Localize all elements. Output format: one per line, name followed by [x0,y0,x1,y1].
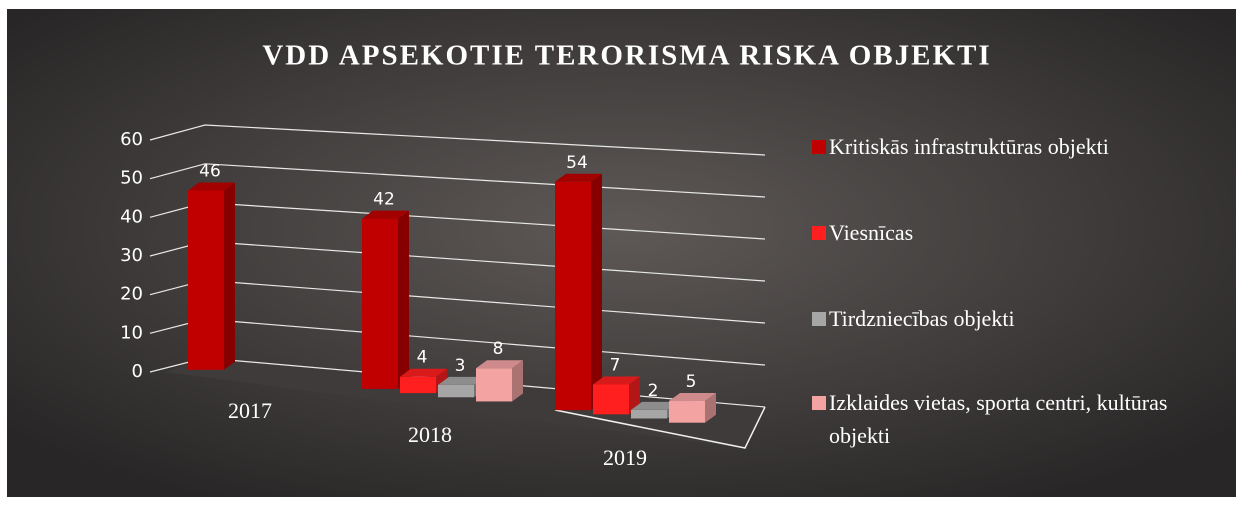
bar-side [591,173,602,411]
legend-item: Kritiskās infrastruktūras objekti [812,130,1119,163]
floor [165,358,765,448]
bar-side [398,210,409,389]
data-label: 46 [199,161,221,181]
bar [438,384,474,398]
bar-top [631,401,678,410]
legend-item: Tirdzniecības objekti [812,302,1189,335]
y-tick-label: 0 [132,361,143,382]
data-label: 3 [455,356,466,376]
bar-top [188,182,235,191]
y-tick-label: 50 [120,168,143,189]
y-tick-label: 40 [120,206,143,227]
bar-top [362,210,409,219]
legend-label: Kritiskās infrastruktūras objekti [829,134,1109,159]
grid-line [149,124,766,156]
bar [362,218,398,389]
legend-label: Izklaides vietas, sporta centri, kultūra… [829,390,1168,448]
bar [631,409,667,419]
y-tick-label: 60 [120,129,143,150]
bar-side [705,393,716,423]
data-label: 4 [417,348,428,368]
bar-top [476,360,523,369]
y-tick-label: 20 [120,284,143,305]
y-tick-label: 30 [120,245,143,266]
bar [400,376,436,394]
legend-swatch [812,312,826,326]
legend-item: Viesnīcas [812,216,1189,249]
bar [188,190,224,370]
data-label: 8 [493,339,504,359]
y-tick-label: 10 [120,322,143,343]
bar-side [629,376,640,415]
bar [476,368,512,402]
chart-title: VDD APSEKOTIE TERORISMA RISKA OBJEKTI [262,40,991,72]
bar-top [400,368,447,377]
data-label: 5 [686,372,697,392]
bar-side [512,360,523,402]
bar-side [224,182,235,370]
data-label: 2 [648,381,659,401]
legend-swatch [812,396,826,410]
bar-top [555,173,602,182]
legend-label: Tirdzniecības objekti [829,306,1015,331]
x-tick-label: 2017 [228,398,272,423]
bar-top [438,376,485,385]
x-tick-label: 2019 [603,445,647,470]
data-label: 7 [610,355,621,375]
legend-item: Izklaides vietas, sporta centri, kultūra… [812,386,1189,452]
data-label: 42 [373,190,395,210]
bar-top [593,376,640,385]
bar-top [669,393,716,402]
bar [555,181,591,411]
legend-swatch [812,140,826,154]
legend-swatch [812,226,826,240]
bar [593,384,629,415]
floor-edge [554,406,766,449]
bar [669,401,705,423]
data-label: 54 [566,153,588,173]
legend-label: Viesnīcas [829,220,914,245]
x-tick-label: 2018 [408,422,452,447]
